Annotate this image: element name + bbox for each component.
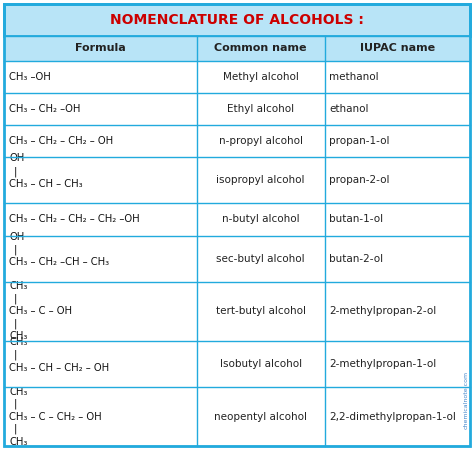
Text: ethanol: ethanol (329, 104, 369, 114)
Text: CH₃ –OH: CH₃ –OH (9, 72, 51, 82)
Text: CH₃: CH₃ (9, 337, 28, 347)
Text: CH₃ – CH – CH₃: CH₃ – CH – CH₃ (9, 179, 83, 189)
Text: CH₃ – CH – CH₂ – OH: CH₃ – CH – CH₂ – OH (9, 363, 109, 373)
Text: |: | (14, 319, 18, 329)
Text: OH: OH (9, 232, 25, 242)
Text: |: | (14, 399, 18, 410)
Text: CH₃ – CH₂ – CH₂ – OH: CH₃ – CH₂ – CH₂ – OH (9, 136, 114, 146)
Text: 2-methylpropan-2-ol: 2-methylpropan-2-ol (329, 306, 437, 316)
Text: butan-1-ol: butan-1-ol (329, 215, 383, 225)
Text: 2-methylpropan-1-ol: 2-methylpropan-1-ol (329, 359, 437, 369)
Text: IUPAC name: IUPAC name (360, 43, 435, 54)
Text: CH₃: CH₃ (9, 331, 28, 341)
Bar (4, 4, 470, 36)
Text: |: | (14, 244, 18, 255)
Text: tert-butyl alcohol: tert-butyl alcohol (216, 306, 306, 316)
Text: 2,2-dimethylpropan-1-ol: 2,2-dimethylpropan-1-ol (329, 412, 456, 422)
Text: |: | (14, 293, 18, 304)
Text: butan-2-ol: butan-2-ol (329, 253, 383, 264)
Text: CH₃: CH₃ (9, 387, 28, 397)
Text: sec-butyl alcohol: sec-butyl alcohol (217, 253, 305, 264)
Text: CH₃: CH₃ (9, 281, 28, 291)
Text: |: | (14, 350, 18, 360)
Text: Isobutyl alcohol: Isobutyl alcohol (219, 359, 302, 369)
Text: methanol: methanol (329, 72, 379, 82)
Text: CH₃ – C – CH₂ – OH: CH₃ – C – CH₂ – OH (9, 412, 102, 422)
Text: CH₃ – C – OH: CH₃ – C – OH (9, 306, 73, 316)
Text: CH₃ – CH₂ – CH₂ – CH₂ –OH: CH₃ – CH₂ – CH₂ – CH₂ –OH (9, 215, 140, 225)
Text: n-propyl alcohol: n-propyl alcohol (219, 136, 303, 146)
Text: Ethyl alcohol: Ethyl alcohol (227, 104, 294, 114)
Bar (4, 36, 470, 61)
Text: CH₃ – CH₂ –OH: CH₃ – CH₂ –OH (9, 104, 81, 114)
Text: CH₃: CH₃ (9, 436, 28, 447)
Text: neopentyl alcohol: neopentyl alcohol (214, 412, 307, 422)
Text: OH: OH (9, 153, 25, 163)
Text: |: | (14, 166, 18, 176)
Text: |: | (14, 424, 18, 434)
Text: n-butyl alcohol: n-butyl alcohol (222, 215, 300, 225)
Text: chemicalnote.com: chemicalnote.com (464, 370, 469, 428)
Text: NOMENCLATURE OF ALCOHOLS :: NOMENCLATURE OF ALCOHOLS : (110, 13, 364, 27)
Text: propan-1-ol: propan-1-ol (329, 136, 390, 146)
Text: Formula: Formula (75, 43, 126, 54)
Text: propan-2-ol: propan-2-ol (329, 176, 390, 185)
Text: CH₃ – CH₂ –CH – CH₃: CH₃ – CH₂ –CH – CH₃ (9, 257, 109, 267)
Text: isopropyl alcohol: isopropyl alcohol (217, 176, 305, 185)
Text: Methyl alcohol: Methyl alcohol (223, 72, 299, 82)
Text: Common name: Common name (214, 43, 307, 54)
